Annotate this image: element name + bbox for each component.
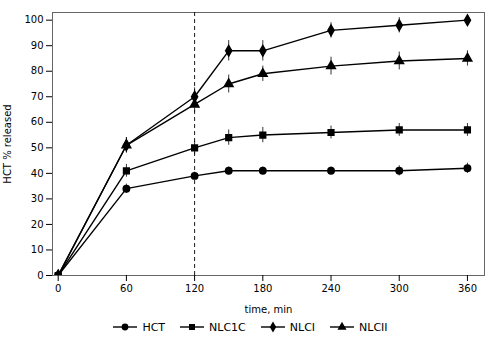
svg-text:40: 40 (31, 168, 44, 179)
svg-text:60: 60 (31, 116, 44, 127)
svg-text:120: 120 (185, 283, 204, 294)
html-text:NLC1C: NLC1C (209, 320, 246, 334)
html-text:NLCII: NLCII (359, 320, 388, 334)
svg-text:100: 100 (24, 14, 43, 25)
svg-text:0: 0 (37, 270, 43, 281)
svg-text:240: 240 (321, 283, 340, 294)
svg-text:300: 300 (390, 283, 409, 294)
svg-text:50: 50 (31, 142, 44, 153)
svg-text:80: 80 (31, 65, 44, 76)
svg-text:60: 60 (120, 283, 133, 294)
svg-text:10: 10 (31, 244, 44, 255)
svg-text:20: 20 (31, 219, 44, 230)
svg-text:180: 180 (253, 283, 272, 294)
svg-text:90: 90 (31, 40, 44, 51)
svg-text:0: 0 (55, 283, 61, 294)
svg-text:70: 70 (31, 91, 44, 102)
html-text:HCT: HCT (142, 320, 166, 334)
html-text:NLCI: NLCI (289, 320, 316, 334)
svg-text:HCT % released: HCT % released (2, 104, 13, 183)
svg-text:time, min: time, min (245, 304, 293, 315)
svg-text:360: 360 (458, 283, 477, 294)
svg-text:30: 30 (31, 193, 44, 204)
